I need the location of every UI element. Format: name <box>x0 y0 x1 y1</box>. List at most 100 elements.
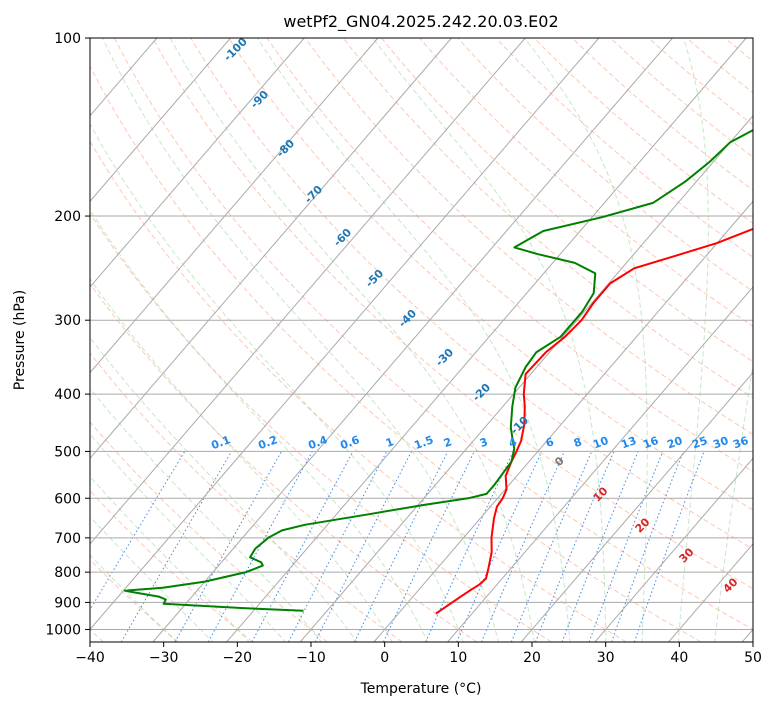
mixing-ratio-label: 4 <box>507 435 519 450</box>
moist-adiabat <box>90 475 251 642</box>
isotherm-gridline <box>373 200 753 642</box>
dry-adiabat <box>457 38 753 292</box>
y-tick-label: 400 <box>54 387 81 403</box>
moist-adiabat <box>714 361 753 642</box>
dry-adiabat <box>90 421 328 642</box>
isotherm-gridline <box>520 371 753 642</box>
isotherm-label: -20 <box>470 381 493 404</box>
x-tick-label: −40 <box>75 650 105 666</box>
mixing-ratio-label: 25 <box>690 434 709 451</box>
dry-adiabat <box>90 140 627 642</box>
moist-adiabat <box>677 38 709 642</box>
mixing-ratio-line <box>535 451 615 642</box>
mixing-ratio-label: 16 <box>641 434 660 452</box>
y-tick-label: 500 <box>54 444 81 460</box>
mixing-ratio-line <box>251 451 354 642</box>
mixing-ratio-line <box>611 451 684 642</box>
dewpoint-profile-line <box>123 129 753 612</box>
mixing-ratio-line <box>633 451 705 642</box>
mixing-ratio-label: 30 <box>711 434 730 452</box>
dry-adiabat <box>113 38 753 631</box>
mixing-ratio-label: 0.1 <box>209 433 232 452</box>
mixing-ratio-label: 1.5 <box>412 433 435 452</box>
mixing-ratio-label: 8 <box>572 435 584 450</box>
mixing-ratio-label: 0.2 <box>256 433 279 452</box>
isotherm-gridline <box>90 38 305 288</box>
moist-adiabat <box>90 554 178 642</box>
isotherm-gridline <box>152 38 673 642</box>
x-tick-label: 40 <box>670 650 688 666</box>
isotherm-label: 0 <box>552 454 567 469</box>
y-tick-label: 900 <box>54 595 81 611</box>
isotherm-label: -60 <box>331 226 354 249</box>
dry-adiabat <box>90 352 403 642</box>
mixing-ratio-label: 0.4 <box>306 433 329 452</box>
isotherm-label: -70 <box>302 183 325 206</box>
isotherm-label: -50 <box>363 267 386 290</box>
x-tick-label: −20 <box>223 650 253 666</box>
x-tick-label: 0 <box>380 650 389 666</box>
y-tick-label: 700 <box>54 531 81 547</box>
mixing-ratio-line <box>588 451 664 642</box>
moist-adiabat <box>256 38 571 642</box>
mixing-ratio-label: 0.6 <box>338 433 361 452</box>
isotherm-label: 10 <box>591 484 611 504</box>
plot-frame <box>89 37 754 643</box>
mixing-ratio-line <box>456 451 543 642</box>
moist-adiabat <box>90 336 358 642</box>
dry-adiabat <box>686 38 753 94</box>
mixing-ratio-label: 3 <box>478 435 490 450</box>
moist-adiabat <box>90 387 322 642</box>
isotherm-label: -90 <box>248 88 271 111</box>
mixing-ratio-label: 36 <box>731 434 750 452</box>
mixing-ratio-line <box>314 451 412 642</box>
mixing-ratio-label: 10 <box>591 434 610 452</box>
moist-adiabat <box>90 122 464 642</box>
isotherm-gridline <box>90 38 452 459</box>
isotherm-gridline <box>90 38 600 631</box>
x-tick-label: −10 <box>296 650 326 666</box>
isotherm-gridline <box>90 38 379 374</box>
moist-adiabat <box>372 38 607 642</box>
dry-adiabat <box>90 282 478 642</box>
mixing-ratio-line <box>425 451 514 642</box>
x-tick-label: 20 <box>523 650 541 666</box>
mixing-ratio-label: 2 <box>442 435 454 450</box>
dry-adiabat <box>571 38 753 191</box>
y-tick-label: 600 <box>54 491 81 507</box>
mixing-ratio-line <box>481 451 565 642</box>
x-tick-label: −30 <box>149 650 179 666</box>
y-tick-label: 800 <box>54 565 81 581</box>
isotherm-gridline <box>90 38 526 545</box>
isotherm-gridline <box>447 286 753 642</box>
mixing-ratio-label: 13 <box>619 434 638 451</box>
x-axis-label: Temperature (°C) <box>360 681 482 697</box>
mixing-ratio-label: 1 <box>384 435 396 450</box>
x-tick-label: 10 <box>449 650 467 666</box>
moist-adiabat <box>90 515 214 642</box>
y-tick-label: 1000 <box>45 622 81 638</box>
mixing-ratio-line <box>90 451 186 611</box>
moist-adiabat <box>102 38 500 642</box>
temperature-profile-line <box>435 227 753 615</box>
x-tick-label: 30 <box>597 650 615 666</box>
dry-adiabat <box>381 38 753 363</box>
isotherm-label: -30 <box>433 346 456 369</box>
isotherm-label: -100 <box>221 35 250 64</box>
dry-adiabat <box>90 489 254 642</box>
x-tick-label: 50 <box>744 650 762 666</box>
isotherm-label: -80 <box>274 137 297 160</box>
dry-adiabat <box>724 38 753 62</box>
dry-adiabat <box>90 65 702 642</box>
isotherm-label: -40 <box>396 307 419 330</box>
dry-adiabat <box>228 38 753 511</box>
isotherm-gridline <box>0 38 10 642</box>
dry-adiabat <box>495 38 753 258</box>
dry-adiabat <box>266 38 753 473</box>
y-tick-label: 300 <box>54 313 81 329</box>
chart-title: wetPf2_GN04.2025.242.20.03.E02 <box>283 12 558 32</box>
y-tick-label: 200 <box>54 209 81 225</box>
isotherm-gridline <box>594 457 753 642</box>
